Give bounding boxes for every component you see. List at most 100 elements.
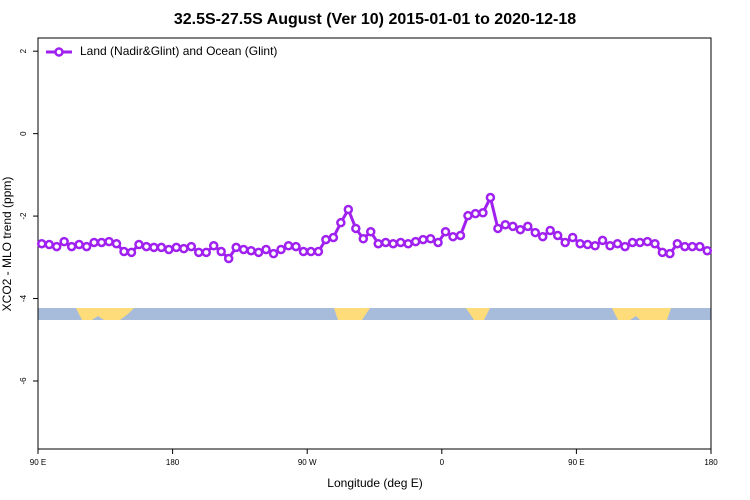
data-point [66, 241, 77, 252]
data-point [321, 234, 331, 245]
data-point [590, 241, 600, 251]
data-point [351, 223, 361, 234]
data-point [567, 232, 578, 243]
y-tick-label: -2 [19, 212, 28, 220]
data-point [74, 239, 84, 250]
data-point [440, 227, 451, 237]
data-point [500, 219, 511, 230]
land-segment [334, 308, 370, 320]
data-point [283, 241, 294, 251]
data-point [702, 245, 713, 256]
land-segment [466, 308, 490, 320]
x-tick-label: 90 E [568, 458, 584, 467]
data-point [313, 246, 324, 257]
y-tick-label: -6 [19, 377, 28, 385]
data-point [418, 234, 428, 245]
data-point [253, 247, 264, 258]
x-tick-label: 180 [704, 458, 718, 467]
data-point [366, 227, 376, 237]
data-point [179, 243, 189, 254]
data-point [485, 192, 496, 203]
data-point [201, 247, 211, 258]
data-point [635, 237, 645, 248]
data-point [336, 217, 346, 228]
data-point [395, 237, 406, 248]
data-point [560, 237, 570, 248]
data-point [552, 230, 563, 241]
data-point [51, 241, 62, 252]
data-point [96, 237, 107, 248]
data-point [680, 241, 690, 252]
data-point [261, 244, 271, 255]
data-point [575, 238, 585, 249]
x-tick-label: 90 W [298, 458, 317, 467]
y-tick-label: 2 [19, 48, 28, 53]
x-tick-label: 90 E [30, 458, 46, 467]
data-point [455, 230, 466, 241]
data-point [134, 239, 144, 250]
data-point [238, 244, 249, 255]
data-point [425, 234, 436, 244]
data-point [358, 234, 369, 244]
data-point [687, 241, 698, 252]
data-point [111, 238, 122, 249]
data-point [149, 242, 159, 253]
data-point [59, 236, 69, 247]
data-point [657, 247, 668, 258]
data-point [268, 248, 279, 259]
data-point [223, 253, 234, 264]
data-point [126, 247, 137, 258]
data-point [523, 221, 533, 232]
data-point [343, 204, 354, 215]
data-point [403, 238, 413, 249]
chart-title: 32.5S-27.5S August (Ver 10) 2015-01-01 t… [174, 11, 576, 28]
land-segment [76, 308, 134, 320]
x-tick-label: 180 [166, 458, 180, 467]
data-point [597, 235, 608, 246]
data-point [410, 236, 421, 247]
data-point [478, 208, 488, 218]
land-ocean-strip [38, 308, 711, 320]
data-point [493, 223, 503, 234]
y-tick-label: 0 [19, 131, 28, 136]
data-point [508, 221, 518, 232]
data-point [156, 242, 167, 253]
x-axis-label: Longitude (deg E) [327, 476, 422, 490]
data-point [642, 236, 653, 247]
data-point [164, 244, 174, 255]
data-point [530, 227, 541, 238]
data-point [104, 236, 114, 247]
data-point [470, 208, 481, 219]
data-point [627, 237, 638, 248]
data-point [650, 238, 660, 249]
data-point [141, 241, 152, 252]
data-point [373, 238, 383, 249]
data-point [448, 231, 458, 242]
data-point [672, 238, 683, 249]
land-segment [612, 308, 671, 320]
data-point [208, 241, 219, 251]
y-tick-label: -4 [19, 294, 28, 302]
data-point [433, 237, 443, 248]
data-point [306, 246, 316, 257]
data-point [545, 225, 555, 236]
data-point [291, 241, 301, 252]
data-point [538, 231, 548, 242]
data-point [44, 239, 54, 250]
data-point [380, 237, 391, 248]
y-axis-label: XCO2 - MLO trend (ppm) [0, 177, 14, 312]
legend-marker [54, 47, 64, 57]
data-point [119, 246, 129, 257]
data-point [81, 241, 92, 252]
data-point [231, 242, 241, 253]
data-point [515, 224, 526, 235]
data-point [194, 247, 204, 258]
data-point [216, 246, 226, 257]
data-point [605, 241, 615, 251]
data-point [695, 241, 705, 252]
data-point [612, 238, 623, 249]
data-point [620, 241, 630, 252]
data-point [582, 239, 593, 250]
data-point [186, 241, 197, 252]
